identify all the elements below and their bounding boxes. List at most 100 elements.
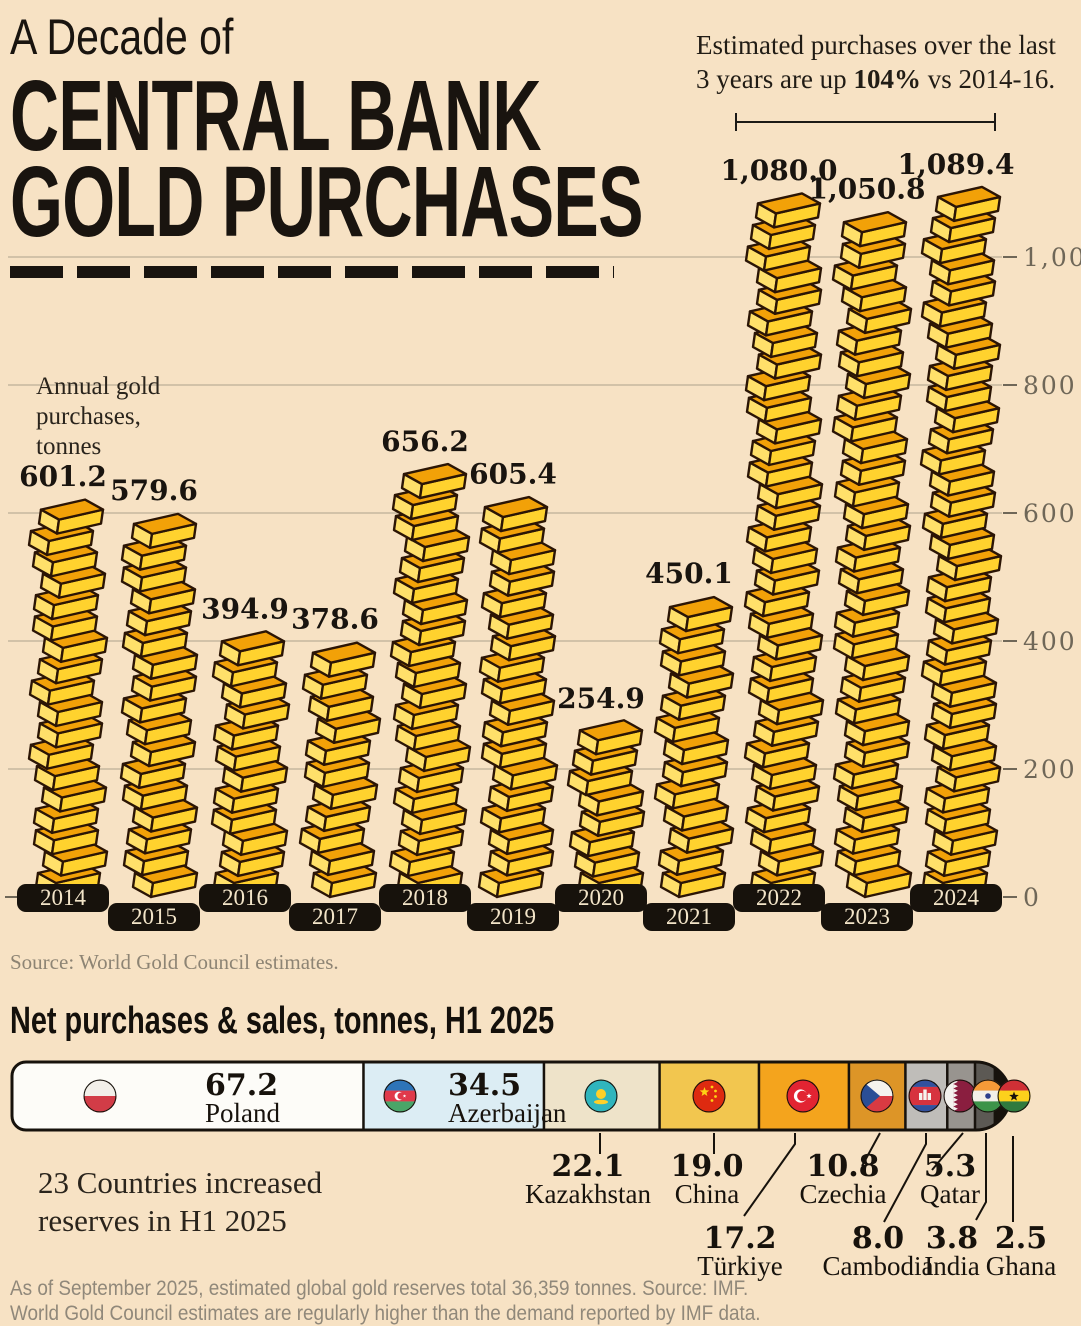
bar-value-label-2016: 394.9 xyxy=(201,592,289,625)
bracket-2022-2024 xyxy=(735,113,996,131)
y-tick-label-1000: 1,000 xyxy=(1023,243,1081,272)
gold-ingot xyxy=(661,751,729,788)
country-value-cambodia: 8.0 xyxy=(852,1221,904,1256)
y-tick-label-0: 0 xyxy=(1023,883,1041,912)
flag-azerbaijan-icon xyxy=(383,1079,417,1113)
bar-value-label-2021: 450.1 xyxy=(645,557,733,590)
gold-ingot xyxy=(577,780,645,817)
gold-ingot xyxy=(491,754,559,791)
gold-bar-stack-2018 xyxy=(388,462,472,899)
year-pill-2017: 2017 xyxy=(289,903,381,931)
leader-line-czechia xyxy=(861,1132,881,1167)
year-pill-2015: 2015 xyxy=(108,903,200,931)
year-pill-2022: 2022 xyxy=(733,884,825,912)
year-pill-label-2021: 2021 xyxy=(666,904,712,929)
gold-ingot xyxy=(844,362,912,400)
gold-bar-stack-2024 xyxy=(919,185,1003,899)
country-name-ghana: Ghana xyxy=(986,1251,1056,1281)
gold-ingot xyxy=(659,861,727,899)
gold-ingot xyxy=(662,728,730,766)
year-pill-label-2020: 2020 xyxy=(578,885,624,910)
country-value-poland: 67.2 xyxy=(205,1068,278,1103)
gold-ingot xyxy=(845,861,913,899)
annotation-line1: Estimated purchases over the last xyxy=(696,30,1056,60)
gold-ingot xyxy=(130,512,198,550)
y-tick-label-400: 400 xyxy=(1023,627,1077,656)
flag-cambodia-icon xyxy=(908,1079,942,1113)
year-pill-label-2014: 2014 xyxy=(40,885,87,910)
country-value-qatar: 5.3 xyxy=(924,1149,976,1184)
footnote-line2: World Gold Council estimates are regular… xyxy=(10,1301,761,1325)
y-tick-label-800: 800 xyxy=(1023,371,1077,400)
country-name-qatar: Qatar xyxy=(920,1179,980,1209)
flag-turkiye-icon xyxy=(786,1079,820,1113)
gold-bar-stack-2015 xyxy=(119,512,199,899)
year-pill-label-2019: 2019 xyxy=(490,904,536,929)
gold-ingot xyxy=(757,689,825,726)
annotation-line2-prefix: 3 years are up xyxy=(696,64,854,94)
country-value-ghana: 2.5 xyxy=(995,1221,1047,1256)
y-axis-title: Annual gold purchases, tonnes xyxy=(36,373,161,460)
leader-line-india xyxy=(975,1133,987,1221)
country-name-czechia: Czechia xyxy=(800,1179,887,1209)
bar-value-label-2019: 605.4 xyxy=(469,458,557,491)
year-pill-label-2017: 2017 xyxy=(312,904,358,929)
gold-ingot xyxy=(754,192,822,229)
strip-border xyxy=(10,1060,1012,1132)
gold-ingot xyxy=(308,839,376,877)
bar-value-label-2020: 254.9 xyxy=(557,682,645,715)
note-line2: reserves in H1 2025 xyxy=(38,1203,287,1238)
gold-ingot xyxy=(755,408,823,445)
gold-ingot xyxy=(666,595,734,633)
year-pill-2020: 2020 xyxy=(555,884,647,912)
year-pill-label-2015: 2015 xyxy=(131,904,177,929)
bar-value-label-2017: 378.6 xyxy=(291,603,379,636)
gold-bar-stack-2023 xyxy=(831,210,913,899)
annotation-line2-suffix: vs 2014-16. xyxy=(920,64,1056,94)
note-line1: 23 Countries increased xyxy=(38,1165,323,1200)
country-value-india: 3.8 xyxy=(926,1221,978,1256)
year-pill-2018: 2018 xyxy=(379,884,471,912)
gold-bar-stack-2017 xyxy=(298,641,382,899)
gold-ingot xyxy=(309,641,377,678)
gold-ingot xyxy=(930,692,998,730)
gold-ingot xyxy=(488,689,556,726)
title-line-3: GOLD PURCHASES xyxy=(10,146,643,258)
flag-ghana-icon xyxy=(997,1079,1031,1113)
bar-value-label-2018: 656.2 xyxy=(381,425,469,458)
year-pill-label-2018: 2018 xyxy=(402,885,448,910)
year-pill-2016: 2016 xyxy=(199,884,291,912)
title-line-1: A Decade of xyxy=(10,9,234,65)
bar-value-label-2015: 579.6 xyxy=(110,474,198,507)
gold-ingot xyxy=(394,651,462,689)
year-pill-2014: 2014 xyxy=(17,884,109,912)
gold-ingot xyxy=(489,625,557,662)
gold-ingot xyxy=(756,473,824,510)
flag-czechia-icon xyxy=(860,1079,894,1113)
gold-bar-stack-2021 xyxy=(653,595,735,899)
gold-ingot xyxy=(489,538,557,576)
gold-ingot xyxy=(221,819,289,857)
country-name-cambodia: Cambodia xyxy=(823,1251,934,1281)
country-value-azerbaijan: 34.5 xyxy=(448,1068,521,1103)
flag-kazakhstan-icon xyxy=(584,1079,618,1113)
y-tick-label-200: 200 xyxy=(1023,755,1077,784)
title-underline-dashes xyxy=(10,266,614,278)
country-name-india: India xyxy=(924,1251,979,1281)
gold-ingot xyxy=(314,707,382,745)
annotation-104pct: Estimated purchases over the last 3 year… xyxy=(696,28,1076,96)
country-name-turkiye: Türkiye xyxy=(697,1251,782,1281)
gold-bar-stack-2014 xyxy=(27,498,109,899)
gold-bar-stack-2020 xyxy=(566,719,646,899)
footnote: As of September 2025, estimated global g… xyxy=(10,1276,761,1326)
annotation-104pct-bold: 104% xyxy=(853,64,921,94)
year-pill-label-2016: 2016 xyxy=(222,885,268,910)
bar-value-label-2022: 1,080.0 xyxy=(721,154,838,187)
year-pill-2019: 2019 xyxy=(467,903,559,931)
gold-ingot xyxy=(131,643,199,680)
country-name-poland: Poland xyxy=(205,1098,281,1128)
gold-ingot xyxy=(843,644,911,682)
bar-value-label-2014: 601.2 xyxy=(19,460,107,493)
